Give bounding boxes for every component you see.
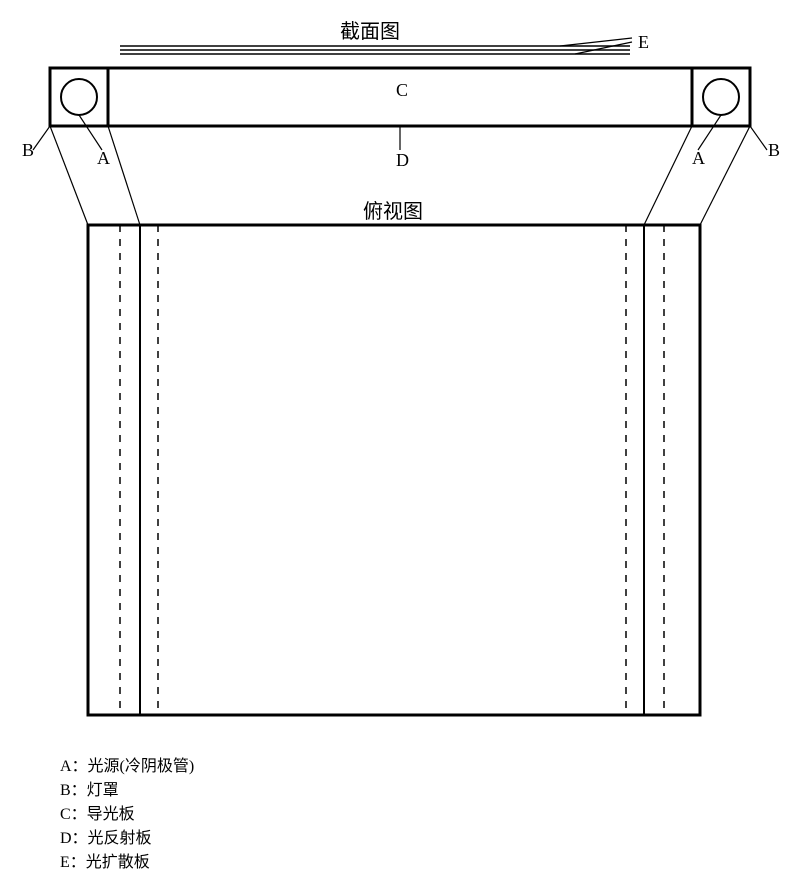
proj-line-right-inner	[644, 126, 692, 225]
title-cross-section: 截面图	[340, 15, 400, 44]
label-C: C	[396, 80, 408, 101]
legend-E: E：光扩散板	[60, 851, 194, 875]
legend-D: D：光反射板	[60, 827, 194, 851]
proj-line-right-outer	[700, 126, 750, 225]
top-view-outline	[88, 225, 700, 715]
legend-C: C：导光板	[60, 803, 194, 827]
proj-line-left-inner	[108, 126, 140, 225]
diagram-svg	[0, 0, 800, 872]
label-B-right: B	[768, 140, 780, 161]
light-source-left	[61, 79, 97, 115]
leader-A-left	[79, 115, 102, 150]
leader-B-left	[33, 126, 50, 150]
label-E: E	[638, 32, 649, 53]
lamp-cover-left	[50, 68, 108, 126]
legend: A：光源(冷阴极管) B：灯罩 C：导光板 D：光反射板 E：光扩散板	[60, 755, 194, 875]
leader-B-right	[750, 126, 767, 150]
title-top-view: 俯视图	[363, 195, 423, 224]
legend-A: A：光源(冷阴极管)	[60, 755, 194, 779]
label-D: D	[396, 150, 409, 171]
legend-B: B：灯罩	[60, 779, 194, 803]
label-A-right: A	[692, 148, 705, 169]
proj-line-left-outer	[50, 126, 88, 225]
leader-A-right	[698, 115, 721, 150]
label-B-left: B	[22, 140, 34, 161]
label-A-left: A	[97, 148, 110, 169]
light-source-right	[703, 79, 739, 115]
lamp-cover-right	[692, 68, 750, 126]
diagram-canvas: 截面图 E B B A A C D 俯视图	[0, 0, 800, 872]
